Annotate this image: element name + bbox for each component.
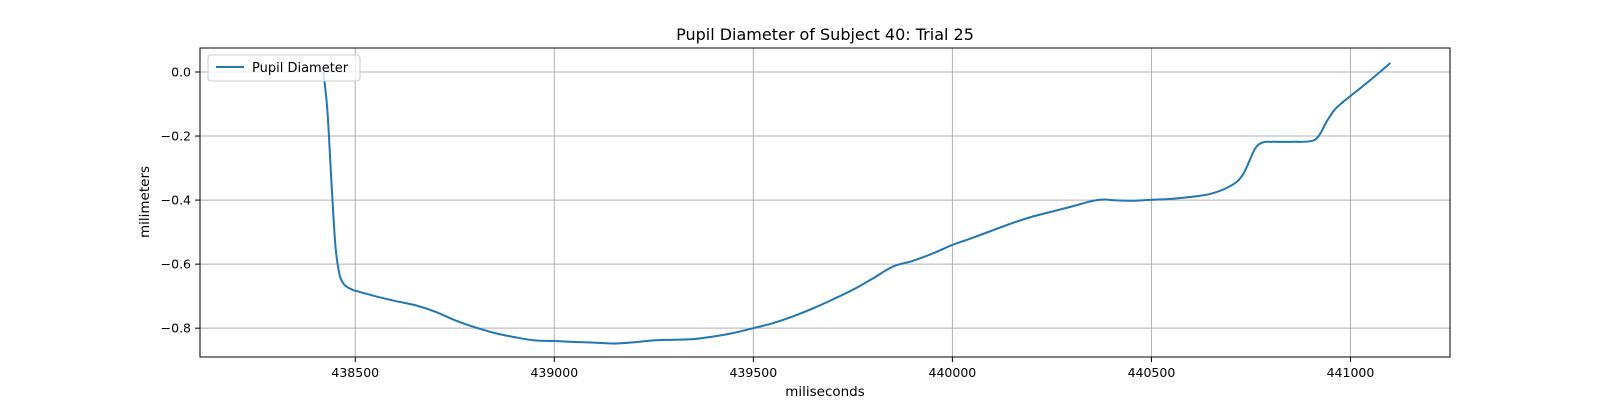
y-axis-title: milimeters xyxy=(137,166,153,238)
y-tick-label: −0.2 xyxy=(161,129,191,144)
ticks: 438500 439000 439500 440000 440500 441000 0.0 −… xyxy=(161,65,1375,380)
x-tick-label: 440500 xyxy=(1128,365,1176,380)
y-tick-label: −0.4 xyxy=(161,193,191,208)
x-tick-label: 439500 xyxy=(729,365,777,380)
x-axis-title: miliseconds xyxy=(785,384,865,400)
x-tick-label: 439000 xyxy=(530,365,578,380)
x-tick-label: 438500 xyxy=(331,365,379,380)
plot-area-frame xyxy=(199,47,1451,358)
series-layer xyxy=(322,62,1391,345)
y-tick-label: −0.8 xyxy=(161,321,191,336)
x-tick-label: 441000 xyxy=(1327,365,1375,380)
legend: Pupil Diameter xyxy=(207,54,361,82)
y-tick-label: −0.6 xyxy=(161,257,191,272)
grid xyxy=(200,48,1450,357)
chart-title: Pupil Diameter of Subject 40: Trial 25 xyxy=(676,25,974,44)
y-tick-label: 0.0 xyxy=(171,65,191,80)
legend-label-pupil-diameter: Pupil Diameter xyxy=(252,61,349,76)
legend-box xyxy=(207,54,361,82)
x-tick-label: 440000 xyxy=(929,365,977,380)
series-line-pupil-diameter xyxy=(322,62,1391,345)
